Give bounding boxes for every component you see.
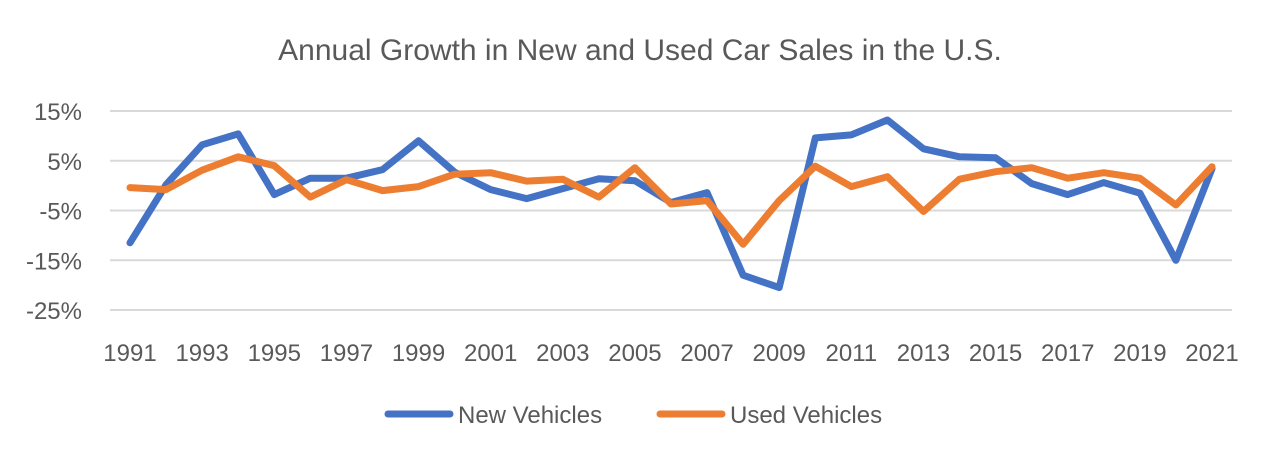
y-tick-label: -5% bbox=[39, 199, 82, 226]
series-line-used-vehicles bbox=[126, 153, 1216, 248]
x-tick-label: 1997 bbox=[320, 340, 373, 367]
x-tick-label: 1995 bbox=[248, 340, 301, 367]
y-tick-label: -15% bbox=[26, 248, 82, 275]
legend-label: Used Vehicles bbox=[730, 402, 882, 429]
legend: New Vehicles Used Vehicles bbox=[384, 402, 882, 429]
x-tick-label: 2017 bbox=[1041, 340, 1094, 367]
x-tick-label: 2021 bbox=[1185, 340, 1238, 367]
gridlines bbox=[110, 110, 1232, 311]
x-tick-label: 2003 bbox=[536, 340, 589, 367]
x-tick-label: 1993 bbox=[175, 340, 228, 367]
x-tick-label: 2013 bbox=[897, 340, 950, 367]
x-tick-label: 2019 bbox=[1113, 340, 1166, 367]
chart-title: Annual Growth in New and Used Car Sales … bbox=[278, 34, 1002, 67]
x-tick-label: 2015 bbox=[969, 340, 1022, 367]
y-tick-label: 5% bbox=[47, 149, 82, 176]
x-tick-label: 2005 bbox=[608, 340, 661, 367]
legend-label: New Vehicles bbox=[458, 402, 602, 429]
x-tick-label: 2007 bbox=[680, 340, 733, 367]
x-tick-label: 1999 bbox=[392, 340, 445, 367]
x-axis-tick-labels: 1991 1993 1995 1997 1999 2001 2003 2005 2007 2009… bbox=[103, 340, 1238, 367]
x-tick-label: 2011 bbox=[826, 340, 878, 367]
y-axis-tick-labels: 15% 5% -5% -15% -25% bbox=[26, 99, 82, 325]
x-tick-label: 2001 bbox=[464, 340, 517, 367]
x-tick-label: 1991 bbox=[103, 340, 156, 367]
x-tick-label: 2009 bbox=[753, 340, 806, 367]
y-tick-label: -25% bbox=[26, 298, 82, 325]
y-tick-label: 15% bbox=[34, 99, 82, 126]
series-lines bbox=[126, 116, 1216, 292]
